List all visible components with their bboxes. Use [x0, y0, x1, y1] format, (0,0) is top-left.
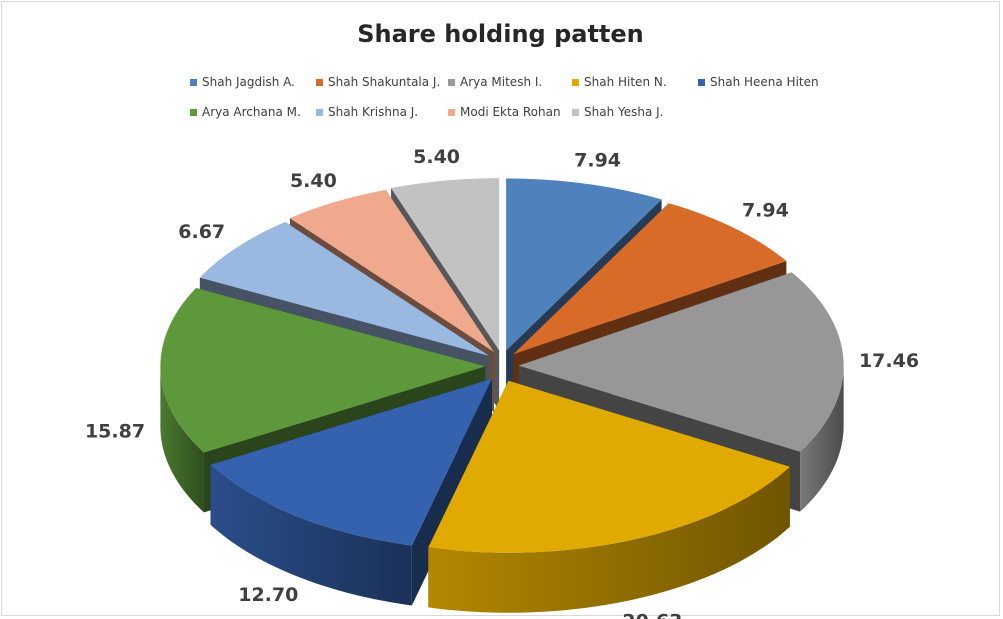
data-label: 20.63	[622, 610, 682, 619]
legend-label: Shah Jagdish A.	[202, 75, 295, 89]
pie-slice	[506, 178, 662, 351]
legend-swatch	[190, 108, 197, 116]
legend-label: Modi Ekta Rohan	[460, 105, 561, 119]
slice-outer-wall	[428, 466, 790, 613]
pie-tops	[160, 178, 844, 553]
slice-outer-wall	[210, 464, 412, 606]
pie-slice	[428, 380, 790, 553]
legend-swatch	[572, 108, 579, 116]
legend-label: Shah Yesha J.	[584, 105, 664, 119]
slice-outer-wall	[800, 365, 844, 512]
legend-item: Shah Yesha J.	[572, 103, 664, 121]
data-label: 7.94	[574, 150, 621, 172]
legend-item: Shah Shakuntala J.	[316, 73, 440, 91]
chart-title: Share holding patten	[357, 20, 644, 48]
data-labels: 7.94 7.94 17.46 20.63 12.70 15.87 6.67 5.40 5.40	[85, 146, 919, 619]
data-label: 12.70	[238, 584, 298, 606]
pie-slice	[160, 288, 486, 453]
legend-label: Shah Shakuntala J.	[328, 75, 441, 89]
legend-swatch	[316, 108, 323, 116]
legend-swatch	[698, 78, 705, 86]
data-label: 15.87	[85, 420, 145, 442]
legend-label: Shah Krishna J.	[328, 105, 419, 119]
data-label: 5.40	[290, 170, 337, 192]
legend-label: Arya Archana M.	[202, 105, 301, 119]
data-label: 5.40	[413, 146, 460, 168]
pie-slice	[289, 189, 494, 353]
legend-label: Arya Mitesh I.	[460, 75, 543, 89]
legend-item: Shah Heena Hiten	[698, 73, 819, 91]
legend-item: Shah Krishna J.	[316, 103, 418, 121]
legend-swatch	[190, 78, 197, 86]
pie-slice	[518, 272, 844, 452]
data-label: 7.94	[742, 200, 789, 222]
legend-item: Shah Jagdish A.	[190, 73, 295, 91]
legend-swatch	[316, 78, 323, 86]
legend-item: Shah Hiten N.	[572, 73, 667, 91]
legend-swatch	[448, 108, 455, 116]
slice-outer-wall	[160, 366, 204, 513]
pie-slice	[210, 378, 492, 546]
pie-slice	[199, 222, 490, 356]
legend-item: Modi Ekta Rohan	[448, 103, 561, 121]
legend-label: Shah Heena Hiten	[710, 75, 819, 89]
legend-item: Arya Archana M.	[190, 103, 301, 121]
pie-slice	[391, 178, 500, 351]
legend-label: Shah Hiten N.	[584, 75, 667, 89]
data-label: 6.67	[178, 221, 225, 243]
legend-swatch	[572, 78, 579, 86]
pie-slice	[513, 203, 787, 355]
legend-swatch	[448, 78, 455, 86]
legend-item: Arya Mitesh I.	[448, 73, 542, 91]
data-label: 17.46	[859, 350, 919, 372]
